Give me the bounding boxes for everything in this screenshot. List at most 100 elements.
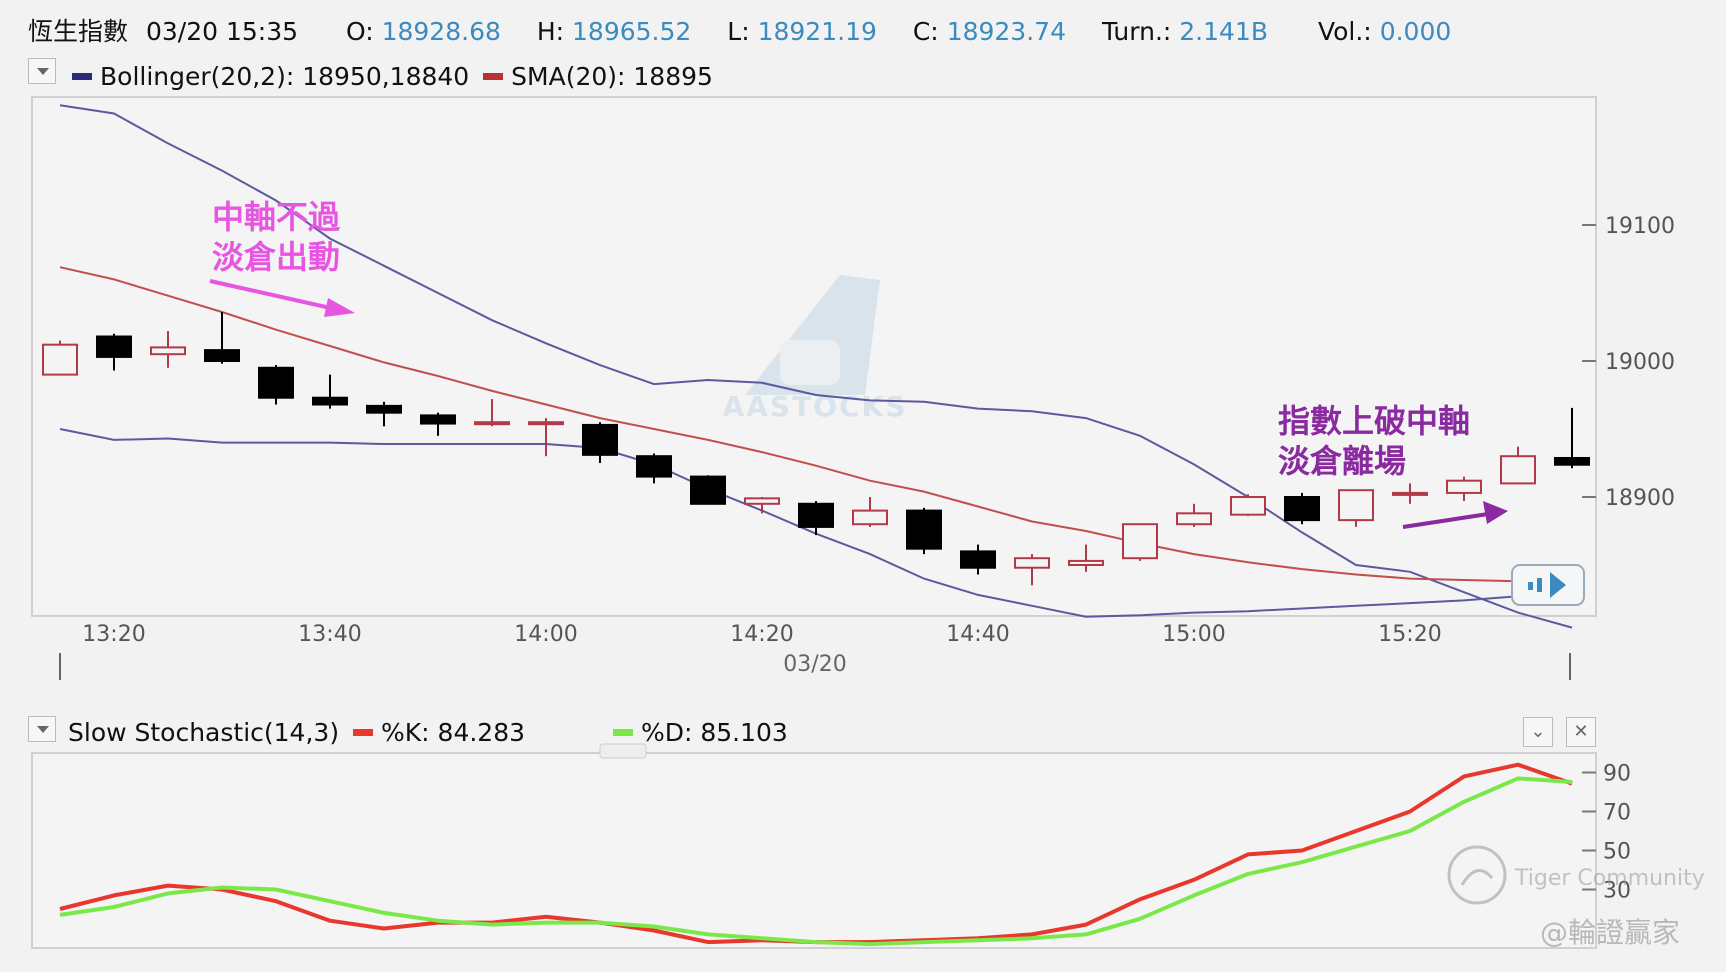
candle-15:25 bbox=[1446, 476, 1482, 502]
turnover-label: Turn.: bbox=[1101, 17, 1172, 46]
close-icon: ✕ bbox=[1573, 721, 1589, 742]
bollinger-upper-line bbox=[59, 104, 1573, 629]
collapse-panel-button[interactable]: ⌄ bbox=[1523, 717, 1553, 747]
candle-15:30 bbox=[1500, 446, 1536, 485]
low-label: L: bbox=[727, 17, 750, 46]
stochastic-axis: 90 70 50 30 bbox=[1582, 762, 1631, 904]
time-tick-label: 15:20 bbox=[1378, 622, 1441, 647]
candle-14:05 bbox=[582, 422, 618, 463]
datetime-label: 03/20 15:35 bbox=[145, 17, 299, 46]
bottom-panel-dropdown-button[interactable] bbox=[28, 716, 56, 742]
candle-14:40 bbox=[960, 544, 996, 575]
sma-swatch bbox=[483, 72, 504, 80]
annotation-top-line1: 中軸不過 bbox=[212, 198, 341, 236]
candle-15:20 bbox=[1392, 483, 1428, 504]
price-tick-label: 18900 bbox=[1605, 486, 1675, 511]
candle-13:30 bbox=[204, 312, 240, 364]
time-tick-label: 14:20 bbox=[730, 622, 793, 647]
close-panel-button[interactable]: ✕ bbox=[1566, 717, 1596, 747]
open-label: O: bbox=[345, 17, 374, 46]
stochastic-tick-label: 50 bbox=[1603, 840, 1631, 865]
time-axis: 13:20 13:40 14:00 14:20 14:40 15:00 15:20 bbox=[82, 622, 1441, 647]
price-tick-label: 19100 bbox=[1605, 214, 1675, 239]
candles-layer bbox=[42, 312, 1590, 586]
candle-15:10 bbox=[1284, 492, 1320, 525]
candle-14:45 bbox=[1014, 554, 1050, 586]
time-tick-label: 13:20 bbox=[82, 622, 145, 647]
candle-15:15 bbox=[1338, 489, 1374, 527]
chevron-down-icon: ⌄ bbox=[1530, 721, 1546, 742]
stochastic-layer bbox=[59, 762, 1573, 947]
candle-15:00 bbox=[1176, 503, 1212, 527]
candle-13:50 bbox=[420, 412, 456, 436]
stochastic-tick-label: 70 bbox=[1603, 801, 1631, 826]
stochastic-tick-label: 30 bbox=[1603, 879, 1631, 904]
candle-13:25 bbox=[150, 331, 186, 368]
symbol-name: 恆生指數 bbox=[28, 17, 129, 46]
candle-14:50 bbox=[1068, 544, 1104, 572]
scroll-right-button[interactable] bbox=[1511, 564, 1585, 606]
annotation-bottom-line2: 淡倉離場 bbox=[1278, 442, 1406, 480]
tiger-watermark: Tiger Community bbox=[1447, 845, 1705, 905]
candle-13:40 bbox=[312, 374, 348, 409]
d-swatch bbox=[612, 728, 633, 736]
annotation-purple-arrow bbox=[1402, 501, 1508, 529]
top-legend: Bollinger(20,2): 18950,18840 SMA(20): 18… bbox=[66, 62, 713, 91]
annotation-top-line2: 淡倉出動 bbox=[212, 238, 340, 276]
price-panel bbox=[31, 96, 1597, 617]
stochastic-panel bbox=[31, 752, 1597, 949]
tiger-watermark-text: Tiger Community bbox=[1514, 866, 1705, 891]
time-tick-label: 13:40 bbox=[298, 622, 361, 647]
candle-14:25 bbox=[798, 501, 834, 536]
stochastic-title: Slow Stochastic(14,3) bbox=[68, 718, 340, 747]
candle-14:35 bbox=[906, 507, 942, 555]
k-legend: %K: 84.283 bbox=[381, 718, 526, 747]
price-tick-label: 19000 bbox=[1605, 350, 1675, 375]
time-tick-label: 14:00 bbox=[514, 622, 577, 647]
top-panel-dropdown-button[interactable] bbox=[28, 58, 56, 84]
k-swatch bbox=[353, 728, 374, 736]
candle-13:55 bbox=[474, 399, 510, 427]
volume-label: Vol.: bbox=[1317, 17, 1372, 46]
high-label: H: bbox=[536, 17, 565, 46]
close-label: C: bbox=[912, 17, 939, 46]
d-line bbox=[59, 776, 1573, 947]
close-value: 18923.74 bbox=[946, 17, 1066, 46]
candle-13:15 bbox=[42, 340, 78, 376]
candle-13:45 bbox=[366, 401, 402, 427]
candle-14:20 bbox=[744, 497, 780, 514]
candle-14:00 bbox=[528, 418, 564, 457]
play-icon bbox=[1550, 572, 1566, 598]
time-tick-label: 14:40 bbox=[946, 622, 1009, 647]
candle-13:20 bbox=[96, 333, 132, 371]
candle-14:55 bbox=[1122, 523, 1158, 561]
stochastic-tick-label: 90 bbox=[1603, 762, 1631, 787]
turnover-value: 2.141B bbox=[1179, 17, 1268, 46]
low-value: 18921.19 bbox=[757, 17, 877, 46]
bottom-legend: Slow Stochastic(14,3) %K: 84.283 %D: 85.… bbox=[68, 718, 788, 747]
time-tick-label: 15:00 bbox=[1162, 622, 1225, 647]
price-axis: 19100 19000 18900 bbox=[1582, 214, 1675, 511]
sma-legend: SMA(20): 18895 bbox=[511, 62, 713, 91]
candle-15:35 bbox=[1554, 407, 1590, 469]
candle-15:05 bbox=[1230, 494, 1266, 517]
author-watermark: @輪證贏家 bbox=[1540, 916, 1680, 949]
bollinger-legend: Bollinger(20,2): 18950,18840 bbox=[100, 62, 470, 91]
annotation-bottom-line1: 指數上破中軸 bbox=[1278, 402, 1470, 440]
volume-value: 0.000 bbox=[1379, 17, 1452, 46]
ohlc-header: 恆生指數 03/20 15:35 O: 18928.68 H: 18965.52… bbox=[28, 12, 1451, 48]
candle-14:30 bbox=[852, 497, 888, 527]
sma-line bbox=[59, 266, 1573, 587]
panel-resize-handle[interactable] bbox=[599, 743, 647, 759]
candle-13:35 bbox=[258, 365, 294, 405]
high-value: 18965.52 bbox=[572, 17, 692, 46]
d-legend: %D: 85.103 bbox=[640, 718, 788, 747]
date-label: 03/20 bbox=[783, 652, 846, 677]
bollinger-swatch bbox=[72, 72, 92, 80]
candle-14:10 bbox=[636, 453, 672, 484]
candle-14:15 bbox=[690, 475, 726, 505]
annotation-pink-arrow bbox=[209, 279, 355, 317]
open-value: 18928.68 bbox=[381, 17, 501, 46]
